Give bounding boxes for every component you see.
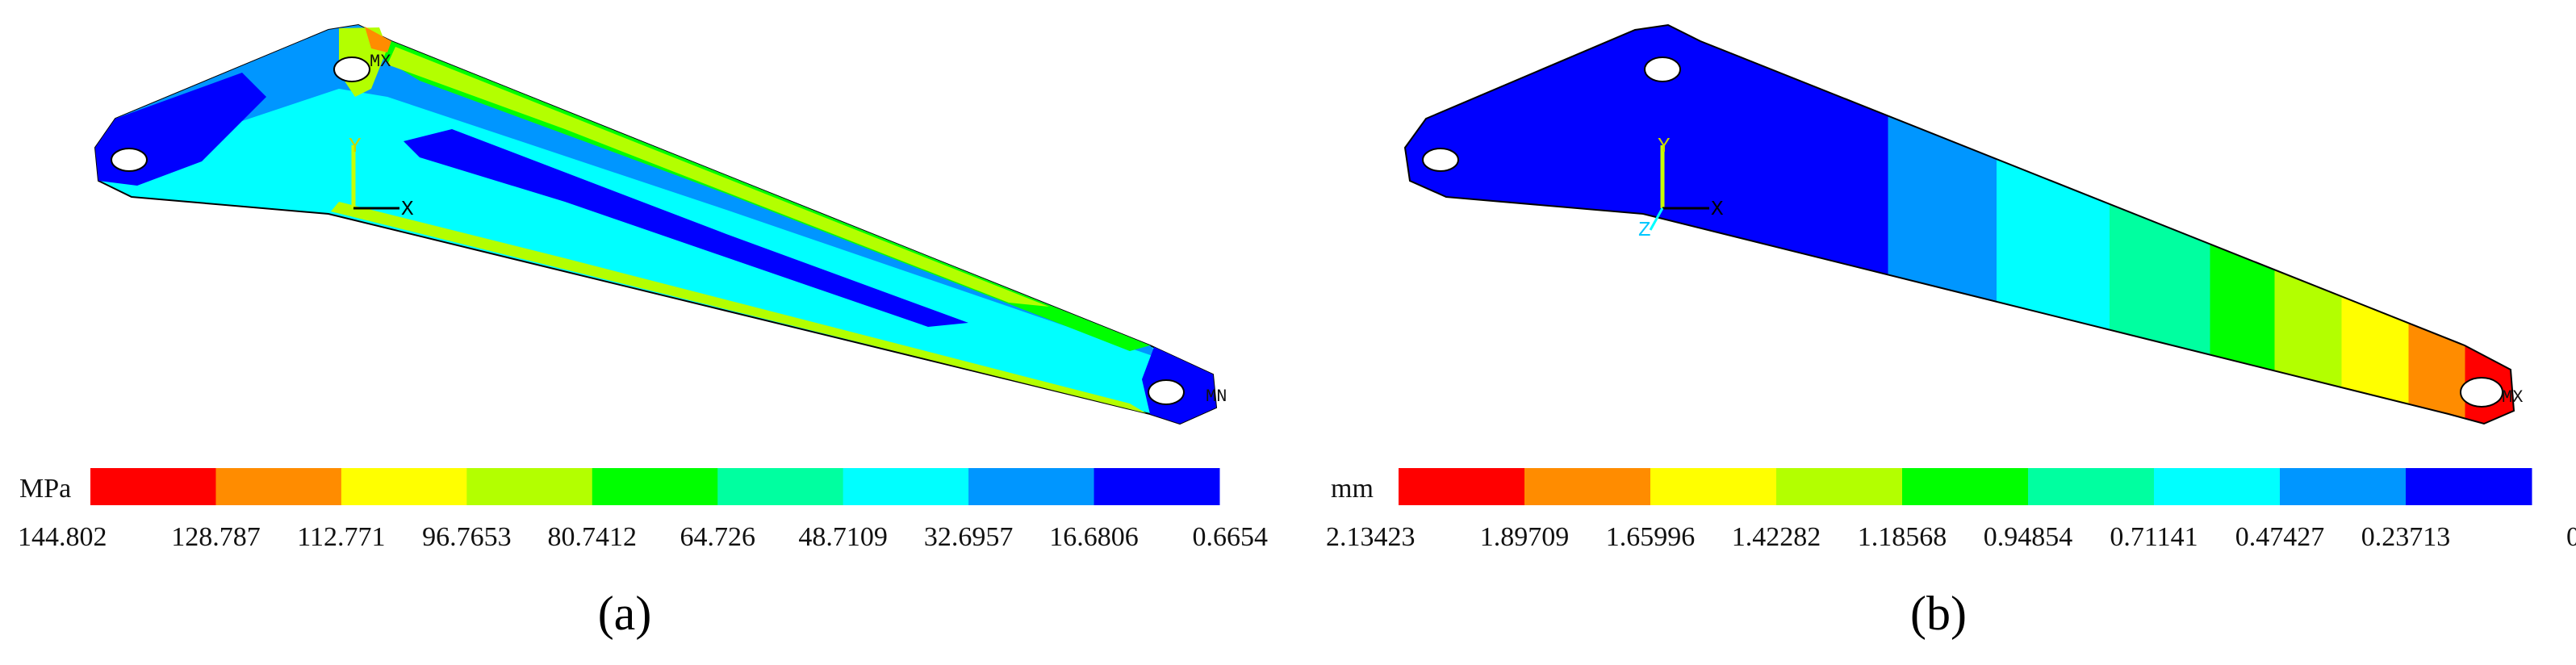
legend-tick-label: 112.771 bbox=[297, 522, 385, 552]
stress-model: MX MN Y X bbox=[94, 23, 1227, 425]
legend-tick-label: 0.23713 bbox=[2361, 522, 2451, 552]
legend-swatch bbox=[341, 468, 467, 505]
contour-band bbox=[365, 27, 391, 52]
contour-band bbox=[331, 202, 1146, 413]
contour-band bbox=[404, 129, 968, 327]
axis-label: X bbox=[401, 197, 414, 221]
legend-swatch bbox=[90, 468, 216, 505]
legend-swatch bbox=[1524, 468, 1651, 505]
legend-swatch bbox=[1776, 468, 1903, 505]
legend-tick-label: 64.726 bbox=[680, 522, 755, 552]
legend-tick-label: 2.13423 bbox=[1326, 522, 1416, 552]
legend-swatch bbox=[968, 468, 1095, 505]
legend-tick-label: 80.7412 bbox=[548, 522, 638, 552]
legend-swatch bbox=[1094, 468, 1220, 505]
hole bbox=[1644, 56, 1681, 82]
legend-tick-label: 1.89709 bbox=[1480, 522, 1570, 552]
legend-tick-label: 1.42282 bbox=[1732, 522, 1821, 552]
max-marker: MX bbox=[2502, 387, 2523, 408]
legend-tick-label: 16.6806 bbox=[1049, 522, 1139, 552]
legend-swatch bbox=[466, 468, 593, 505]
hole bbox=[333, 56, 370, 82]
displacement-model: MX Y X Z bbox=[1403, 23, 2523, 425]
legend-tick-label: 96.7653 bbox=[422, 522, 512, 552]
legend-swatch bbox=[2406, 468, 2532, 505]
min-marker: MN bbox=[1206, 387, 1227, 407]
axis-label: Z bbox=[1638, 218, 1651, 242]
contour-band bbox=[387, 47, 1049, 307]
hole bbox=[111, 148, 148, 172]
legend-tick-label: 0 bbox=[2566, 522, 2576, 552]
legend-swatch bbox=[717, 468, 844, 505]
hole bbox=[1422, 148, 1459, 172]
legend-swatch bbox=[1399, 468, 1525, 505]
hole bbox=[2460, 377, 2503, 408]
legend-swatch bbox=[2154, 468, 2281, 505]
legend-swatch bbox=[2028, 468, 2155, 505]
legend-tick-label: 0.94854 bbox=[1984, 522, 2073, 552]
legend-tick-label: 144.802 bbox=[18, 522, 107, 552]
panel-caption: (a) bbox=[598, 587, 652, 640]
legend-tick-label: 48.7109 bbox=[798, 522, 888, 552]
legend-tick-label: 32.6957 bbox=[924, 522, 1014, 552]
axis-label: Y bbox=[1658, 134, 1671, 158]
legend-tick-label: 128.787 bbox=[171, 522, 261, 552]
panel-caption: (b) bbox=[1910, 587, 1967, 640]
legend-swatch bbox=[1902, 468, 2029, 505]
legend-swatch bbox=[843, 468, 969, 505]
legend-tick-label: 0.71141 bbox=[2110, 522, 2198, 552]
beam-outline bbox=[1403, 23, 2515, 425]
legend-tick-label: 0.47427 bbox=[2235, 522, 2325, 552]
legend-unit: MPa bbox=[19, 474, 71, 504]
legend-tick-label: 1.65996 bbox=[1606, 522, 1696, 552]
legend-unit: mm bbox=[1331, 474, 1374, 504]
legend-swatch bbox=[215, 468, 342, 505]
axis-label: X bbox=[1711, 197, 1724, 221]
max-marker: MX bbox=[370, 52, 391, 72]
legend-swatch bbox=[2280, 468, 2407, 505]
axis-line bbox=[1649, 207, 1664, 231]
axis-label: Y bbox=[349, 134, 362, 158]
legend-tick-label: 1.18568 bbox=[1858, 522, 1947, 552]
legend-swatch bbox=[592, 468, 718, 505]
legend-tick-label: 0.6654 bbox=[1193, 522, 1269, 552]
legend-swatch bbox=[1650, 468, 1777, 505]
hole bbox=[1148, 379, 1185, 405]
